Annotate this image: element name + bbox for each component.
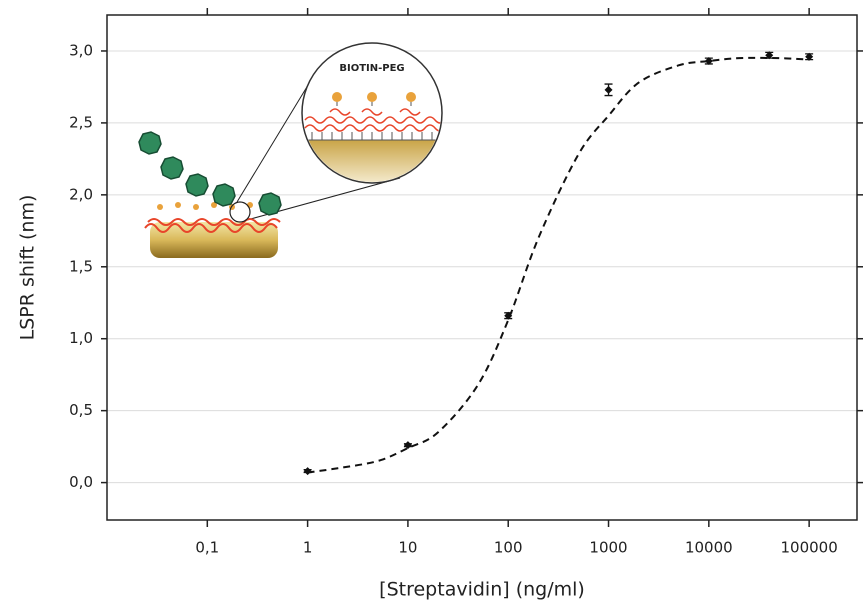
y-tick-label: 3,0 xyxy=(69,41,93,59)
y-tick-label: 0,0 xyxy=(69,473,93,491)
nanorod xyxy=(150,222,278,258)
inset-label: BIOTIN-PEG xyxy=(339,63,404,74)
data-point xyxy=(805,52,814,61)
data-point xyxy=(604,85,613,94)
illustration: BIOTIN-PEG xyxy=(138,42,443,258)
y-tick-label: 1,5 xyxy=(69,257,93,275)
peg-layer xyxy=(144,218,281,233)
data-point xyxy=(303,467,312,476)
streptavidin xyxy=(138,131,282,216)
x-axis-label: [Streptavidin] (ng/ml) xyxy=(379,579,585,601)
x-tick-label: 100000 xyxy=(781,539,838,557)
y-tick-label: 2,0 xyxy=(69,185,93,203)
data-point xyxy=(403,441,412,450)
x-tick-label: 10000 xyxy=(685,539,733,557)
x-tick-label: 1000 xyxy=(589,539,627,557)
y-tick-label: 1,0 xyxy=(69,329,93,347)
y-tick-label: 0,5 xyxy=(69,401,93,419)
data-point xyxy=(504,311,513,320)
biotin xyxy=(157,202,271,210)
x-tick-label: 0,1 xyxy=(195,539,219,557)
x-tick-label: 100 xyxy=(494,539,523,557)
plot-frame xyxy=(106,14,858,521)
y-tick-label: 2,5 xyxy=(69,113,93,131)
x-tick-label: 10 xyxy=(398,539,417,557)
y-axis-label: LSPR shift (nm) xyxy=(17,195,39,341)
data-point xyxy=(704,57,713,66)
data-point xyxy=(765,51,774,60)
x-tick-label: 1 xyxy=(303,539,313,557)
